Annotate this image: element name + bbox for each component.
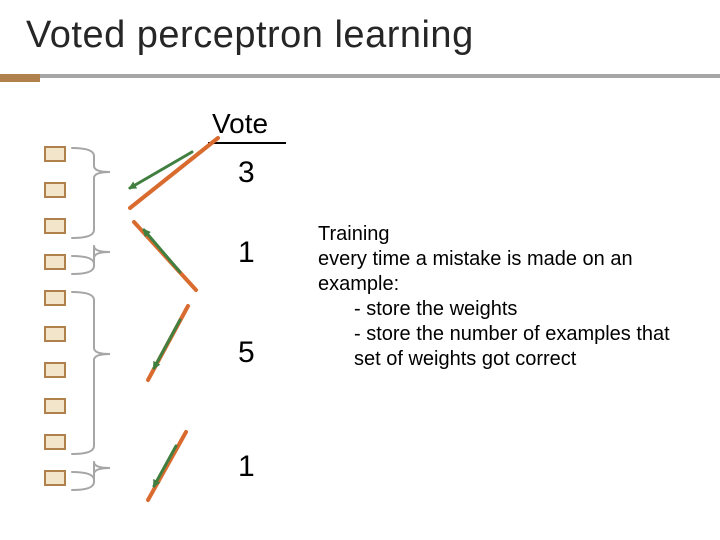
decision-lines	[130, 138, 218, 500]
example-box	[44, 398, 66, 414]
vote-header-underline	[208, 142, 286, 144]
vote-value-0: 3	[238, 156, 255, 190]
desc-line: Training	[318, 223, 390, 245]
example-box	[44, 182, 66, 198]
desc-line: example:	[318, 273, 399, 295]
desc-bullet: - store the number of examples that	[318, 322, 670, 347]
example-box	[44, 254, 66, 270]
example-box	[44, 290, 66, 306]
slide: { "title": "Voted perceptron learning", …	[0, 0, 720, 540]
example-box	[44, 470, 66, 486]
training-description: Training every time a mistake is made on…	[318, 222, 670, 372]
title-rule	[0, 74, 720, 78]
vote-value-3: 1	[238, 450, 255, 484]
example-box	[44, 362, 66, 378]
example-box	[44, 326, 66, 342]
title-rule-accent	[0, 74, 40, 82]
example-box	[44, 218, 66, 234]
desc-bullet: - store the weights	[318, 297, 670, 322]
vote-value-1: 1	[238, 236, 255, 270]
arrows	[130, 152, 192, 486]
desc-line: every time a mistake is made on an	[318, 248, 633, 270]
example-box	[44, 146, 66, 162]
desc-bullet: set of weights got correct	[318, 347, 670, 372]
vote-value-2: 5	[238, 336, 255, 370]
vote-header: Vote	[212, 108, 268, 140]
page-title: Voted perceptron learning	[26, 14, 474, 57]
example-box	[44, 434, 66, 450]
brackets	[72, 148, 110, 490]
